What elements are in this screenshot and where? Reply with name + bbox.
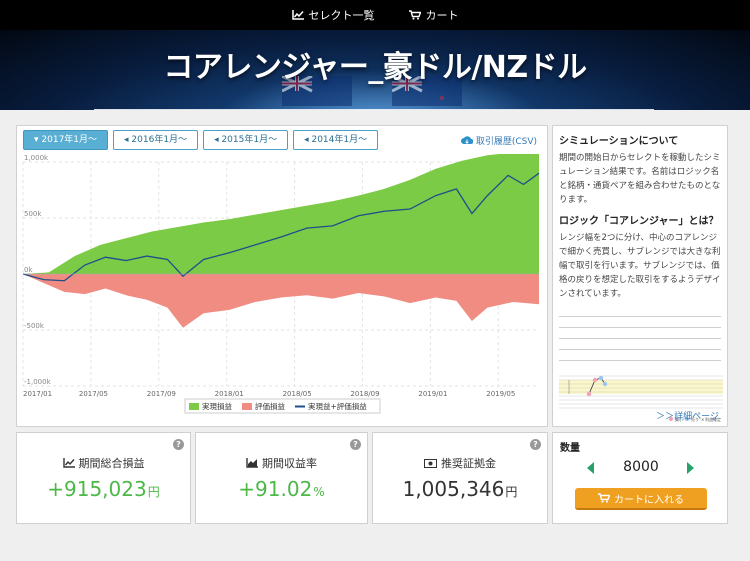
stat-margin-value: 1,005,346 <box>402 477 505 501</box>
lined-area <box>559 306 721 366</box>
chart-panel: ▾ 2017年1月～ ◂ 2016年1月～ ◂ 2015年1月～ ◂ 2014年… <box>16 125 548 427</box>
stat-return-rate: ? 期間収益率 +91.02% <box>195 432 368 524</box>
description-panel: シミュレーションについて 期間の開始日からセレクトを稼動したシミュレーション結果… <box>552 125 728 427</box>
add-to-cart-button[interactable]: カートに入れる <box>575 488 707 510</box>
simulation-heading: シミュレーションについて <box>559 136 679 147</box>
logic-heading: ロジック「コアレンジャー」とは？ <box>559 216 719 227</box>
quantity-label: 数量 <box>560 443 580 454</box>
legend-label: 実現益+評価損益 <box>308 401 367 411</box>
hero-banner: コアレンジャー_豪ドル/NZドル <box>0 30 750 110</box>
x-tick-label: 2017/09 <box>147 390 176 398</box>
y-tick-label: 0k <box>24 266 33 274</box>
legend-box <box>184 398 381 414</box>
legend-sell: 売り <box>691 416 699 422</box>
stat-margin-unit: 円 <box>505 485 518 499</box>
legend-label: 実現損益 <box>202 401 232 411</box>
tab-2015-01[interactable]: ◂ 2015年1月～ <box>203 130 289 150</box>
x-tick-label: 2017/01 <box>23 390 52 398</box>
cart-icon <box>598 493 610 503</box>
stat-total-pnl: ? 期間総合損益 +915,023円 <box>16 432 191 524</box>
x-tick-label: 2018/05 <box>283 390 312 398</box>
stat-total-label: 期間総合損益 <box>78 457 145 470</box>
simulation-text: 期間の開始日からセレクトを稼動したシミュレーション結果です。名前はロジック名と銘… <box>559 153 721 205</box>
nav-cart[interactable]: カート <box>408 7 459 23</box>
cloud-download-icon <box>460 135 473 144</box>
help-icon[interactable]: ? <box>530 439 541 450</box>
help-icon[interactable]: ? <box>350 439 361 450</box>
y-tick-label: -1,000k <box>24 378 52 386</box>
money-icon <box>424 458 437 468</box>
line-chart-icon <box>62 458 75 468</box>
stat-rate-unit: % <box>313 485 325 499</box>
top-nav: セレクト一覧 カート <box>0 0 750 30</box>
decrease-quantity-icon[interactable] <box>587 462 594 474</box>
x-tick-label: 2019/01 <box>418 390 447 398</box>
x-tick-label: 2017/05 <box>79 390 108 398</box>
detail-page-link[interactable]: ＞＞詳細ページ <box>656 412 719 422</box>
y-tick-label: 1,000k <box>24 154 49 162</box>
help-icon[interactable]: ? <box>173 439 184 450</box>
stat-total-value: +915,023 <box>47 477 147 501</box>
y-tick-label: -500k <box>24 322 45 330</box>
range-diagram-image: 買い 売り ✕ 利益確定 <box>559 372 723 424</box>
quantity-value[interactable]: 8000 <box>623 459 659 475</box>
title-underline <box>94 109 654 110</box>
tab-2014-01[interactable]: ◂ 2014年1月～ <box>293 130 379 150</box>
legend-profit: 利益確定 <box>705 416 721 422</box>
nav-select-list[interactable]: セレクト一覧 <box>291 7 375 23</box>
increase-quantity-icon[interactable] <box>687 462 694 474</box>
x-tick-label: 2018/09 <box>350 390 379 398</box>
cart-icon <box>408 10 421 20</box>
series-area <box>23 274 539 328</box>
tab-2016-01[interactable]: ◂ 2016年1月～ <box>113 130 199 150</box>
stat-margin: ? 推奨証拠金 1,005,346円 <box>372 432 548 524</box>
australia-flag-image <box>282 76 352 106</box>
x-tick-label: 2019/05 <box>486 390 515 398</box>
y-tick-label: 500k <box>24 210 42 218</box>
nav-select-list-label: セレクト一覧 <box>308 9 375 22</box>
legend-buy: 買い <box>675 417 683 422</box>
logic-text: レンジ幅を2つに分け、中心のコアレンジで細かく売買し、サブレンジでは大きな利幅で… <box>559 233 721 299</box>
x-tick-label: 2018/01 <box>215 390 244 398</box>
legend-close-icon: ✕ <box>701 417 704 422</box>
stat-margin-label: 推奨証拠金 <box>441 457 496 470</box>
tab-2017-01[interactable]: ▾ 2017年1月～ <box>23 130 109 150</box>
legend-swatch <box>189 403 199 410</box>
nav-cart-label: カート <box>425 9 459 22</box>
csv-download-link[interactable]: 取引履歴(CSV) <box>460 134 537 147</box>
stat-rate-label: 期間収益率 <box>262 457 317 470</box>
series-line <box>22 172 540 282</box>
quantity-panel: 数量 8000 カートに入れる <box>552 432 728 524</box>
legend-swatch <box>242 403 252 410</box>
period-tabs: ▾ 2017年1月～ ◂ 2016年1月～ ◂ 2015年1月～ ◂ 2014年… <box>23 130 379 150</box>
series-area <box>23 154 539 274</box>
stat-total-unit: 円 <box>147 485 160 499</box>
new-zealand-flag-image <box>392 76 462 106</box>
line-chart-icon <box>291 10 304 20</box>
legend-label: 評価損益 <box>255 401 285 411</box>
page-title: コアレンジャー_豪ドル/NZドル <box>163 50 587 85</box>
stat-rate-value: +91.02 <box>238 477 313 501</box>
area-chart-icon <box>246 458 258 468</box>
pnl-chart: 1,000k 500k 0k -500k -1,000k 2017/01 2017/05 20… <box>22 154 540 414</box>
